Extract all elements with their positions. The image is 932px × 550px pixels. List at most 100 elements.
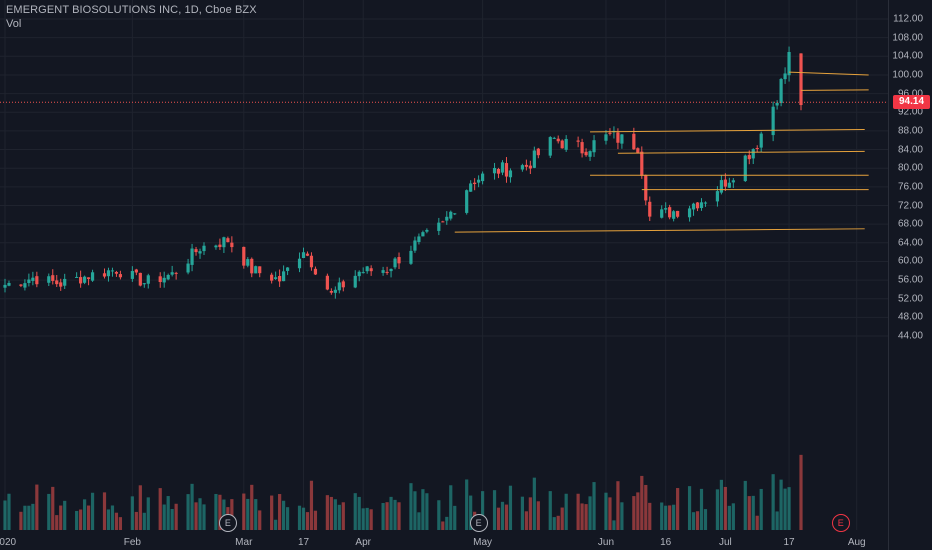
volume-bar (162, 504, 166, 530)
volume-bar (719, 479, 723, 530)
candle-body (63, 278, 67, 286)
price-axis-label: 60.00 (897, 255, 923, 267)
volume-bar (715, 489, 720, 530)
volume-bar (186, 494, 190, 530)
time-axis-label: 17 (297, 537, 310, 548)
volume-bar (79, 509, 83, 530)
last-price-tag: 94.14 (893, 95, 930, 110)
earnings-marker[interactable]: E (218, 514, 237, 532)
candle-body (564, 138, 568, 150)
volume-bar (297, 505, 302, 530)
candle-body (31, 277, 35, 281)
volume-bar (194, 502, 198, 530)
candle-body (779, 79, 783, 104)
volume-bar (409, 483, 413, 530)
candle-body (528, 165, 532, 169)
candle-body (783, 73, 787, 80)
volume-bar (333, 499, 337, 530)
candle-body (23, 283, 27, 288)
candle-body (270, 274, 274, 281)
volume-bar (481, 491, 485, 530)
candle-body (142, 283, 146, 285)
candle-body (7, 282, 11, 286)
price-axis-separator (888, 0, 889, 550)
volume-bar (751, 495, 755, 530)
candle-body (668, 207, 672, 218)
candle-body (47, 276, 51, 283)
earnings-marker[interactable]: E (831, 514, 850, 532)
candle-body (576, 140, 580, 142)
volume-bar (313, 510, 318, 530)
volume-bar (417, 512, 421, 530)
price-axis-label: 48.00 (897, 311, 923, 323)
candle-body (365, 266, 369, 272)
volume-bar (55, 515, 59, 530)
volume-bar (305, 512, 310, 530)
candle-body (329, 290, 333, 293)
volume-bar (202, 504, 206, 530)
candle-body (51, 275, 55, 281)
volume-bar (361, 508, 365, 530)
volume-bar (783, 488, 787, 530)
candle-body (492, 167, 497, 174)
volume-bar (102, 492, 107, 530)
volume-bar (86, 505, 91, 530)
candle-body (799, 53, 803, 106)
volume-bar (536, 501, 540, 530)
price-axis-label: 112.00 (893, 13, 923, 25)
volume-bar (453, 505, 457, 530)
volume-bar (214, 493, 218, 530)
price-axis-label: 84.00 (897, 144, 923, 156)
time-axis-label: Aug (847, 537, 866, 548)
candle-body (222, 237, 226, 248)
candle-body (743, 155, 747, 182)
candle-body (258, 266, 262, 274)
candle-body (55, 280, 59, 285)
candle-body (118, 274, 123, 278)
volume-bar (787, 487, 791, 530)
candle-body (274, 277, 278, 279)
volume-bar (672, 504, 676, 530)
candle-body (158, 276, 162, 283)
candle-body (477, 179, 481, 183)
time-axis-label: 16 (660, 537, 672, 548)
candle-body (242, 246, 246, 266)
candle-body (393, 258, 397, 268)
volume-bar (118, 517, 123, 530)
candle-body (616, 132, 620, 143)
volume-bar (282, 500, 286, 530)
volume-bar (620, 502, 624, 530)
candle-body (79, 277, 83, 284)
volume-bar (114, 512, 119, 530)
candle-body (731, 180, 735, 183)
volume-bar (63, 500, 67, 530)
candle-body (687, 208, 692, 218)
volume-bar (636, 492, 640, 530)
candle-body (389, 268, 393, 272)
earnings-marker[interactable]: E (469, 514, 488, 532)
candle-body (584, 151, 588, 156)
volume-bar (775, 511, 779, 530)
volume-bar (703, 509, 708, 530)
volume-bar (616, 481, 620, 530)
candle-body (560, 140, 564, 149)
volume-bar (449, 485, 453, 530)
candle-body (481, 173, 485, 182)
volume-bar (564, 493, 568, 530)
candle-body (230, 242, 234, 248)
candle-body (250, 258, 254, 274)
candle-body (246, 259, 250, 266)
candle-body (504, 163, 509, 177)
candle-body (337, 282, 341, 291)
volume-bar (218, 494, 222, 530)
candle-body (409, 250, 413, 264)
volume-bar (246, 498, 250, 530)
volume-bar (608, 497, 612, 530)
volume-bar (278, 494, 282, 530)
volume-bar (469, 495, 473, 530)
candle-body (35, 276, 39, 285)
volume-bar (644, 484, 648, 530)
volume-bar (592, 482, 596, 530)
volume-bar (604, 492, 608, 530)
